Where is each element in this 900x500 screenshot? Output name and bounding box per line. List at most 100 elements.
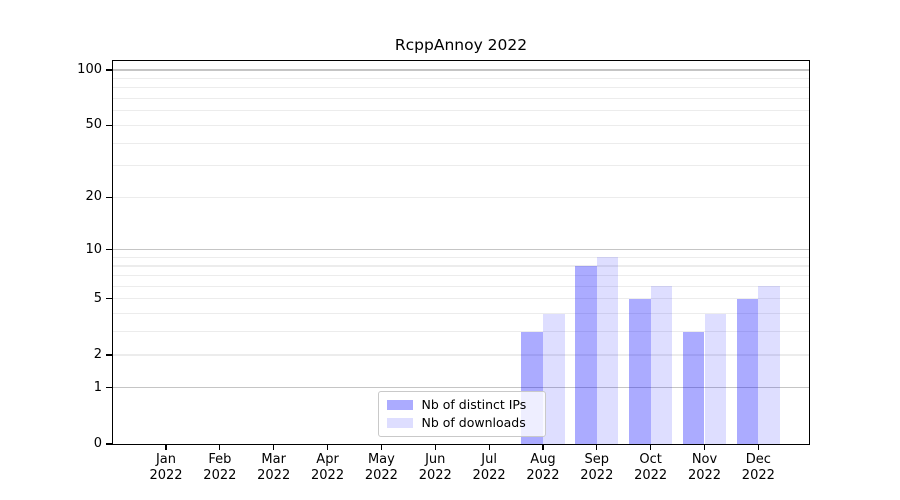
bar-distinct-ips-sep <box>575 265 597 444</box>
x-tick-month: Jun <box>425 452 446 467</box>
minor-gridline <box>113 124 809 126</box>
x-tick-label: Jul 2022 <box>457 452 521 483</box>
x-tick-year: 2022 <box>472 467 506 483</box>
major-gridline <box>113 387 809 389</box>
x-tick-mark <box>165 444 167 450</box>
x-tick-mark <box>488 444 490 450</box>
x-tick-year: 2022 <box>311 467 345 483</box>
x-tick-mark <box>542 444 544 450</box>
minor-gridline <box>113 87 809 89</box>
y-tick-mark <box>106 387 113 389</box>
minor-gridline <box>113 313 809 315</box>
y-tick-mark <box>106 124 113 126</box>
major-gridline <box>113 249 809 251</box>
x-tick-year: 2022 <box>364 467 398 483</box>
x-tick-year: 2022 <box>203 467 237 483</box>
y-tick-mark <box>106 249 113 251</box>
x-tick-label: Nov 2022 <box>673 452 737 483</box>
x-tick-mark <box>219 444 221 450</box>
y-tick-label: 10 <box>85 241 102 257</box>
y-tick-label: 5 <box>93 290 102 306</box>
bar-distinct-ips-oct <box>628 298 651 444</box>
x-tick-label: Oct 2022 <box>619 452 683 483</box>
y-tick-mark <box>106 443 113 445</box>
x-tick-label: May 2022 <box>349 452 413 483</box>
x-tick-mark <box>326 444 329 450</box>
bar-distinct-ips-dec <box>736 298 759 444</box>
x-tick-year: 2022 <box>257 467 291 483</box>
y-tick-mark <box>106 354 113 356</box>
x-tick-mark <box>434 444 436 450</box>
plot-gridlines <box>113 61 809 444</box>
legend-swatch-distinct-ips-icon <box>386 399 413 410</box>
minor-gridline <box>113 274 809 277</box>
x-tick-month: May <box>367 452 395 467</box>
x-tick-mark <box>757 444 759 450</box>
x-tick-year: 2022 <box>741 467 775 483</box>
x-tick-mark <box>273 444 275 450</box>
x-tick-mark <box>703 444 706 450</box>
minor-gridline <box>113 77 809 80</box>
x-tick-month: Apr <box>316 452 339 467</box>
x-tick-month: Sep <box>584 452 610 467</box>
legend-label-downloads: Nb of downloads <box>421 415 526 431</box>
y-tick-mark <box>106 196 113 198</box>
x-tick-label: Jan 2022 <box>134 452 198 483</box>
bar-downloads-nov <box>704 313 727 444</box>
minor-gridline <box>113 265 809 267</box>
x-tick-year: 2022 <box>149 467 183 483</box>
y-tick-label: 1 <box>93 379 102 395</box>
minor-gridline <box>113 256 809 258</box>
x-tick-label: Dec 2022 <box>726 452 790 483</box>
legend-swatch-downloads-icon <box>386 418 413 429</box>
minor-gridline <box>113 298 809 300</box>
x-tick-label: Mar 2022 <box>242 452 306 483</box>
x-tick-month: Jul <box>481 452 497 467</box>
y-tick-label: 2 <box>93 346 102 362</box>
y-tick-label: 0 <box>93 436 102 451</box>
plot-bars <box>113 61 809 444</box>
minor-gridline <box>113 354 809 356</box>
y-tick-label: 20 <box>85 189 102 205</box>
minor-gridline <box>113 98 809 100</box>
minor-gridline <box>113 110 809 112</box>
minor-gridline <box>113 142 809 144</box>
legend-label-distinct-ips: Nb of distinct IPs <box>421 396 527 412</box>
legend-row-distinct-ips: Nb of distinct IPs <box>386 396 537 413</box>
minor-gridline <box>113 285 809 287</box>
x-tick-mark <box>380 444 382 450</box>
bar-distinct-ips-nov <box>682 331 705 444</box>
minor-gridline <box>113 331 809 333</box>
x-tick-month: Feb <box>208 452 232 467</box>
chart-title: RcppAnnoy 2022 <box>394 36 528 54</box>
x-tick-month: Aug <box>530 452 556 467</box>
bar-downloads-dec <box>758 286 781 444</box>
y-tick-label: 50 <box>85 117 102 133</box>
bar-downloads-oct <box>650 286 673 444</box>
legend: Nb of distinct IPs Nb of downloads <box>377 391 546 437</box>
x-tick-month: Jan <box>155 452 177 467</box>
bar-downloads-aug <box>542 313 565 444</box>
x-tick-month: Dec <box>745 452 771 467</box>
legend-row-downloads: Nb of downloads <box>386 415 537 431</box>
x-tick-mark <box>650 444 652 450</box>
x-tick-month: Mar <box>261 452 286 467</box>
x-tick-month: Nov <box>691 452 718 467</box>
x-tick-mark <box>596 444 598 450</box>
x-tick-year: 2022 <box>687 467 722 483</box>
y-tick-label: 100 <box>77 62 102 77</box>
y-tick-mark <box>106 298 113 300</box>
x-tick-label: Feb 2022 <box>188 452 252 483</box>
minor-gridline <box>113 165 809 167</box>
x-tick-year: 2022 <box>580 467 614 483</box>
y-tick-mark <box>106 69 113 71</box>
x-tick-label: Apr 2022 <box>296 452 360 483</box>
x-tick-year: 2022 <box>634 467 668 483</box>
x-tick-year: 2022 <box>526 467 560 483</box>
bar-downloads-sep <box>596 257 619 444</box>
major-gridline <box>113 69 809 71</box>
minor-gridline <box>113 196 809 198</box>
x-tick-label: Aug 2022 <box>511 452 575 483</box>
x-tick-year: 2022 <box>418 467 452 483</box>
